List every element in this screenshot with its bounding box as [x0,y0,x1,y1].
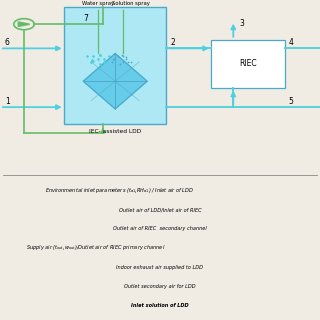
Text: 1: 1 [5,97,10,106]
Text: IEC- assisted LDD: IEC- assisted LDD [89,129,141,134]
Polygon shape [83,53,147,109]
Text: Supply air ($t_{out}$,$w_{out}$)/Outlet air of RIEC primary channel: Supply air ($t_{out}$,$w_{out}$)/Outlet … [26,244,165,252]
Text: Outlet air of LDD/Inlet air of RIEC: Outlet air of LDD/Inlet air of RIEC [119,207,201,212]
Text: 7: 7 [83,14,88,23]
Text: 6: 6 [5,38,10,47]
Text: Environmental inlet parameters ($t_{a1}$,$RH_{a1}$) / Inlet air of LDD: Environmental inlet parameters ($t_{a1}$… [45,186,194,195]
Text: Inlet solution of LDD: Inlet solution of LDD [131,303,189,308]
Polygon shape [18,22,30,27]
Text: Outlet air of RIEC  secondary channel: Outlet air of RIEC secondary channel [113,226,207,231]
Text: Indoor exhaust air supplied to LDD: Indoor exhaust air supplied to LDD [116,265,204,269]
Text: 4: 4 [289,38,293,47]
Text: 3: 3 [239,19,244,28]
Text: Outlet secondary air for LDD: Outlet secondary air for LDD [124,284,196,289]
Text: Solution spray: Solution spray [112,1,150,6]
Bar [211,40,285,88]
Text: Water spray: Water spray [82,1,114,6]
Text: RIEC: RIEC [239,60,257,68]
Text: 5: 5 [289,97,293,106]
Bar [64,7,166,124]
Text: 2: 2 [170,38,175,47]
